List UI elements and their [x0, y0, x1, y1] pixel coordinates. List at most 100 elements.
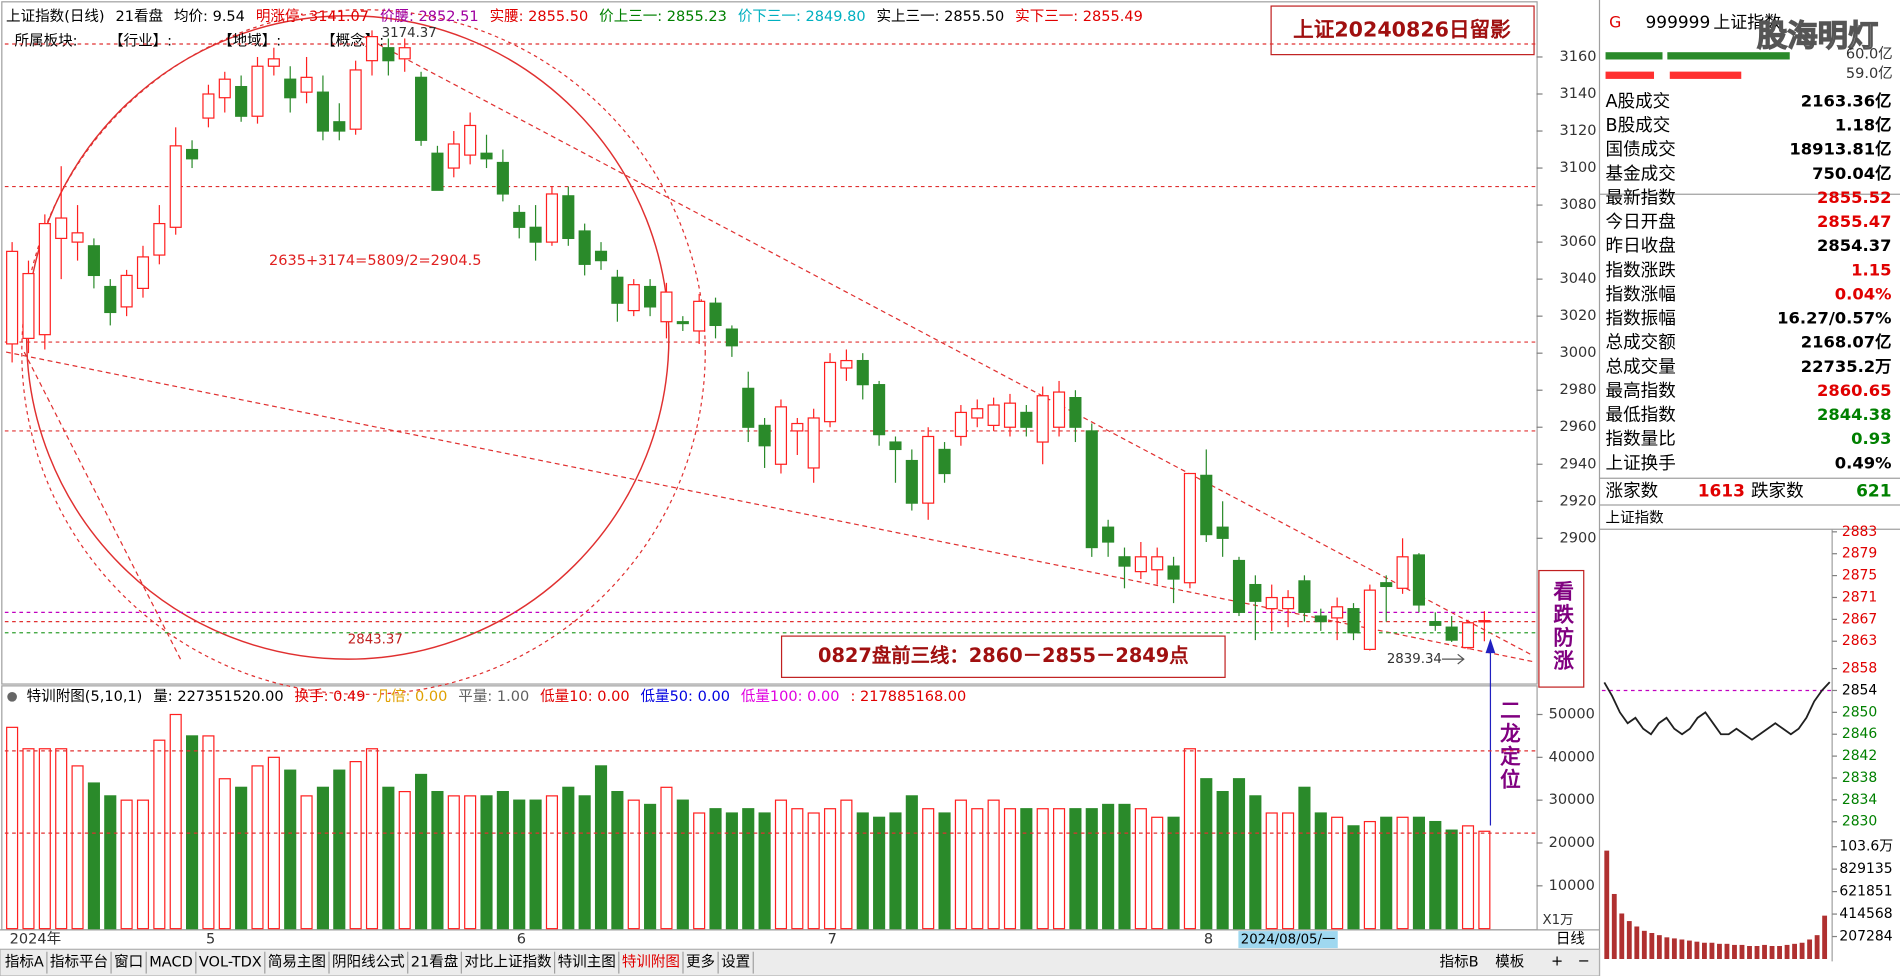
- candle-body: [840, 359, 853, 369]
- header-item: 低量100: 0.00: [741, 688, 840, 705]
- volume-bar: [1396, 816, 1409, 930]
- tab[interactable]: MACD: [149, 954, 193, 971]
- tab[interactable]: 阴阳线公式: [332, 954, 405, 971]
- candle-body: [415, 76, 428, 141]
- tab[interactable]: 设置: [721, 954, 750, 971]
- x-tick-label: 7: [828, 931, 837, 948]
- y-tick-label: 2830: [1842, 814, 1877, 830]
- header-item: 平量: 1.00: [458, 688, 529, 705]
- candle-body: [316, 91, 329, 132]
- y-tick-label: 2842: [1842, 748, 1877, 764]
- volume-bar: [153, 739, 166, 930]
- y-tick-label: 3000: [1560, 344, 1597, 361]
- tab[interactable]: 指标平台: [50, 954, 108, 971]
- candle-body: [889, 441, 902, 451]
- tab[interactable]: 特训附图: [622, 954, 680, 971]
- candle-body: [660, 291, 673, 323]
- volume-bar: [349, 761, 362, 930]
- candle-body: [284, 78, 297, 99]
- mini-volume-bar: [1747, 945, 1752, 960]
- header-item: 21看盘: [116, 7, 164, 25]
- row-label: 指数涨跌: [1606, 261, 1677, 281]
- volume-bar: [856, 812, 869, 930]
- x-tick-label: 5: [206, 931, 215, 948]
- row-value: 750.04亿: [1812, 164, 1891, 183]
- candle-body: [1052, 391, 1066, 428]
- formula-note: 2635+3174=5809/2=2904.5: [269, 252, 481, 269]
- title-box: [1270, 5, 1535, 56]
- candle-body: [1134, 556, 1147, 573]
- name: 上证指数: [1713, 13, 1781, 33]
- y-tick-label: 2879: [1842, 546, 1877, 562]
- candle-body: [856, 359, 869, 386]
- row-label: 上证换手: [1606, 454, 1676, 474]
- volume-bar: [954, 799, 967, 930]
- mini-volume-bar: [1671, 938, 1677, 960]
- zoom-in[interactable]: +: [1551, 952, 1563, 969]
- trend-line: [5, 351, 1533, 663]
- tab[interactable]: 模板: [1495, 953, 1525, 971]
- row-label: 今日开盘: [1606, 213, 1676, 233]
- volume-bar: [1347, 825, 1360, 930]
- tab[interactable]: 简易主图: [268, 954, 326, 971]
- candle-body: [791, 422, 804, 432]
- tab[interactable]: 指标A: [5, 954, 44, 971]
- tab[interactable]: 更多: [686, 954, 715, 971]
- y-tick-label: 2875: [1842, 568, 1877, 584]
- header-item: 明涨停: 3141.07: [256, 8, 369, 25]
- row-value: 0.93: [1851, 429, 1891, 448]
- tab[interactable]: 21看盘: [411, 953, 459, 971]
- candle-body: [1167, 565, 1180, 580]
- mini-volume-bar: [1694, 941, 1700, 960]
- mini-volume-bar: [1664, 937, 1670, 960]
- row-value: 0.49%: [1835, 453, 1892, 472]
- y-tick-label: 3080: [1560, 196, 1597, 213]
- candle-body: [496, 161, 509, 195]
- row-label: 指数振幅: [1606, 309, 1676, 329]
- header-item: : 217885168.00: [850, 688, 966, 705]
- period-tab[interactable]: 日线: [1556, 931, 1585, 948]
- zoom-out[interactable]: −: [1578, 952, 1590, 969]
- candle-body: [333, 121, 346, 132]
- bar-label: 59.0亿: [1846, 65, 1893, 82]
- y-tick-label: 2858: [1842, 661, 1877, 677]
- tab[interactable]: 指标B: [1440, 954, 1479, 971]
- y-tick-label: 2846: [1842, 726, 1877, 742]
- y-tick-label: 40000: [1549, 748, 1595, 765]
- breadth-up: 1613: [1698, 482, 1745, 502]
- volume-bar: [333, 769, 346, 930]
- y-tick-label: 2867: [1842, 611, 1877, 627]
- tab[interactable]: 对比上证指数: [464, 954, 552, 971]
- volume-bar: [1412, 816, 1425, 930]
- candle-body: [1282, 596, 1295, 610]
- volume-bar: [660, 786, 673, 930]
- candle-body: [954, 411, 967, 438]
- mini-volume-bar: [1611, 893, 1617, 960]
- volume-bar: [235, 786, 248, 930]
- candle-body: [267, 58, 280, 67]
- row-label: 指数量比: [1606, 430, 1676, 450]
- candle-body: [104, 285, 117, 314]
- breadth-down: 621: [1856, 482, 1891, 502]
- candle-body: [202, 93, 215, 119]
- candle-body: [823, 361, 837, 423]
- candle-body: [382, 47, 395, 62]
- mini-volume-bar: [1732, 944, 1737, 960]
- row-value: 2844.38: [1817, 405, 1891, 424]
- tab[interactable]: 窗口: [114, 953, 143, 971]
- tab[interactable]: VOL-TDX: [199, 954, 262, 971]
- tab[interactable]: 特训主图: [558, 954, 616, 971]
- volume-bar: [1167, 816, 1180, 930]
- summary-bar: [1605, 71, 1655, 79]
- volume-bar: [1151, 816, 1164, 930]
- breadth-label: 涨家数: [1606, 482, 1659, 502]
- y-tick-label: 2838: [1842, 770, 1877, 786]
- candle-body: [987, 404, 1000, 426]
- summary-bar: [1605, 52, 1663, 60]
- mini-volume-bar: [1784, 944, 1790, 960]
- volume-bar: [562, 786, 575, 930]
- candle-body: [1183, 472, 1196, 584]
- y-tick-label: 621851: [1839, 884, 1892, 900]
- volume-bar: [611, 790, 624, 930]
- y-tick-label: 3160: [1560, 48, 1597, 65]
